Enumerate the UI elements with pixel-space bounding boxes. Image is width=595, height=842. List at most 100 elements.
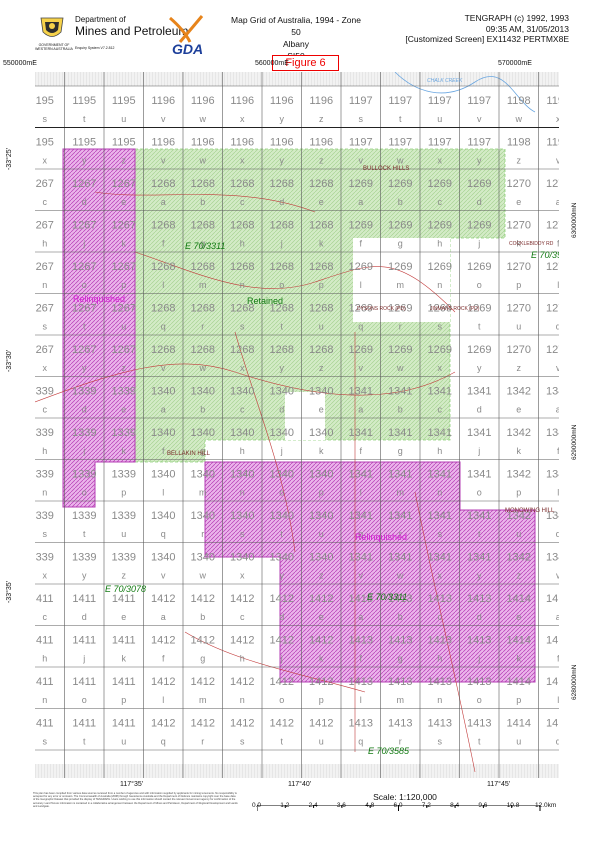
block-letter: h bbox=[240, 446, 245, 456]
block-number: 339 bbox=[36, 386, 54, 398]
block-letter: n bbox=[42, 280, 47, 290]
locality-label: MONOWING HILL bbox=[505, 508, 555, 514]
block-letter: f bbox=[359, 239, 362, 249]
block-letter: y bbox=[82, 571, 87, 581]
block-number: 1341 bbox=[467, 427, 491, 439]
block-number: 267 bbox=[36, 303, 54, 315]
block-letter: q bbox=[556, 529, 559, 539]
block-letter: m bbox=[199, 280, 207, 290]
block-number: 1267 bbox=[72, 220, 96, 232]
scale-tick-label: 4.8 bbox=[365, 802, 375, 809]
block-letter: a bbox=[358, 197, 363, 207]
block-letter: u bbox=[319, 737, 324, 747]
block-number: 1268 bbox=[230, 220, 254, 232]
department-line2: Mines and Petroleum bbox=[75, 24, 189, 38]
road-line-3 bbox=[94, 191, 316, 213]
block-number: 1267 bbox=[72, 303, 96, 315]
block-number: 1196 bbox=[309, 95, 333, 107]
gda-logo-icon: GDA bbox=[169, 15, 204, 57]
block-letter: w bbox=[199, 571, 207, 581]
map-header: Department of Mines and Petroleum GOVERN… bbox=[0, 0, 595, 71]
block-letter: d bbox=[477, 197, 482, 207]
block-letter: a bbox=[161, 405, 166, 415]
map-svg[interactable]: 195 s 1195 t 1195 u 1196 v 1196 w 1196 x 1196 y 1196 z 1… bbox=[35, 72, 559, 778]
block-number: 1341 bbox=[467, 469, 491, 481]
block-letter: q bbox=[161, 322, 166, 332]
block-number: 1340 bbox=[270, 510, 294, 522]
block-number: 1269 bbox=[388, 344, 412, 356]
block-letter: v bbox=[556, 571, 559, 581]
block-number: 339 bbox=[36, 469, 54, 481]
block-number: 1195 bbox=[112, 137, 136, 149]
block-number: 1339 bbox=[72, 386, 96, 398]
block-number: 1340 bbox=[270, 427, 294, 439]
block-number: 195 bbox=[36, 137, 54, 149]
block-letter: e bbox=[121, 197, 126, 207]
block-letter: j bbox=[82, 654, 85, 664]
block-letter: j bbox=[280, 654, 283, 664]
block-letter: t bbox=[83, 529, 86, 539]
block-number: 1339 bbox=[112, 427, 136, 439]
block-letter: g bbox=[200, 239, 205, 249]
block-letter: s bbox=[43, 114, 48, 124]
map-canvas[interactable]: 195 s 1195 t 1195 u 1196 v 1196 w 1196 x 1196 y 1196 z 1… bbox=[35, 72, 559, 778]
block-number: 1198 bbox=[507, 137, 531, 149]
government-label: GOVERNMENT OF WESTERN AUSTRALIA bbox=[35, 43, 73, 51]
block-letter: b bbox=[200, 197, 205, 207]
block-letter: l bbox=[557, 488, 559, 498]
block-letter: l bbox=[162, 488, 164, 498]
block-letter: w bbox=[396, 363, 404, 373]
block-letter: o bbox=[477, 488, 482, 498]
block-number: 1340 bbox=[191, 386, 215, 398]
locality-label: BELLAKIN HILL bbox=[167, 451, 211, 457]
block-letter: q bbox=[556, 322, 559, 332]
northing-label-3: 6280000mN bbox=[571, 664, 578, 700]
block-letter: x bbox=[240, 571, 245, 581]
block-letter: o bbox=[477, 695, 482, 705]
top-border-band bbox=[35, 72, 559, 86]
block-letter: c bbox=[438, 197, 443, 207]
block-number: 1269 bbox=[428, 178, 452, 190]
block-number: 1411 bbox=[72, 676, 96, 688]
block-letter: c bbox=[438, 405, 443, 415]
road-line-5 bbox=[184, 631, 366, 693]
block-letter: w bbox=[199, 114, 207, 124]
block-letter: y bbox=[82, 363, 87, 373]
status-label: Relinquished bbox=[73, 294, 125, 304]
block-letter: d bbox=[477, 405, 482, 415]
block-number: 1411 bbox=[72, 635, 96, 647]
block-number: 1267 bbox=[112, 178, 136, 190]
block-letter: y bbox=[280, 571, 285, 581]
block-letter: a bbox=[556, 612, 559, 622]
block-letter: u bbox=[121, 529, 126, 539]
block-number: 1268 bbox=[151, 303, 175, 315]
block-number: 1342 bbox=[507, 386, 531, 398]
block-number: 1341 bbox=[388, 427, 412, 439]
block-letter: d bbox=[82, 612, 87, 622]
relinquished-south bbox=[204, 461, 536, 683]
block-number: 1195 bbox=[72, 95, 96, 107]
block-letter: j bbox=[477, 446, 480, 456]
block-letter: s bbox=[359, 114, 364, 124]
retained-area bbox=[134, 148, 506, 463]
block-letter: s bbox=[43, 322, 48, 332]
block-number: 1267 bbox=[72, 261, 96, 273]
block-letter: u bbox=[516, 529, 521, 539]
block-letter: q bbox=[358, 322, 363, 332]
block-letter: b bbox=[200, 612, 205, 622]
block-number: 1269 bbox=[467, 344, 491, 356]
block-number: 1414 bbox=[546, 718, 559, 730]
block-number: 1412 bbox=[230, 593, 254, 605]
block-number: 1414 bbox=[507, 676, 531, 688]
block-letter: j bbox=[82, 239, 85, 249]
block-number: 1411 bbox=[72, 593, 96, 605]
block-number: 1341 bbox=[467, 552, 491, 564]
block-number: 1341 bbox=[428, 427, 452, 439]
block-letter: w bbox=[199, 363, 207, 373]
block-number: 1196 bbox=[230, 137, 254, 149]
tenement-label: E 70/3585 bbox=[368, 746, 410, 756]
block-letter: y bbox=[280, 363, 285, 373]
block-number: 267 bbox=[36, 178, 54, 190]
block-number: 1341 bbox=[428, 510, 452, 522]
block-number: 1269 bbox=[388, 220, 412, 232]
